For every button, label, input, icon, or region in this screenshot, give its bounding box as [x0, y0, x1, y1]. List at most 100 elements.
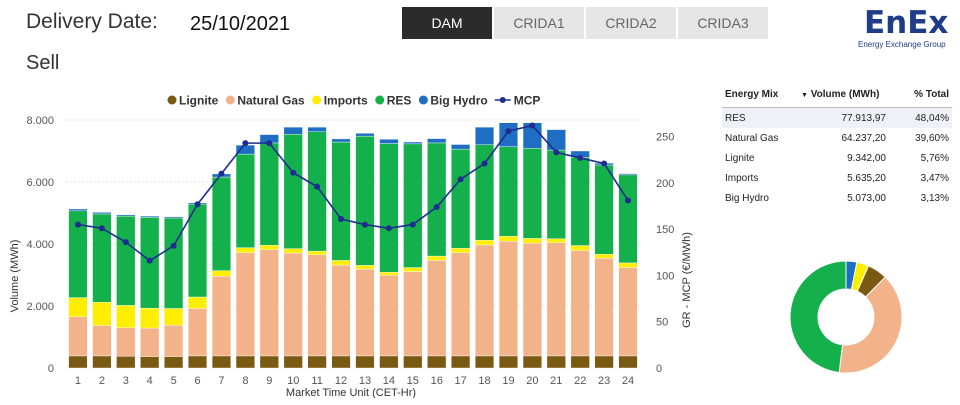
- bar-segment-imports[interactable]: [68, 297, 88, 318]
- mcp-point[interactable]: [194, 201, 201, 208]
- bar-segment-lignite[interactable]: [116, 356, 136, 369]
- mcp-point[interactable]: [385, 225, 392, 232]
- mcp-point[interactable]: [481, 160, 488, 167]
- bar-segment-big-hydro[interactable]: [116, 214, 136, 217]
- bar-segment-imports[interactable]: [618, 262, 638, 268]
- mcp-point[interactable]: [505, 128, 512, 135]
- table-row[interactable]: Natural Gas 64.237,20 39,60%: [722, 128, 952, 148]
- bar-segment-lignite[interactable]: [379, 355, 399, 369]
- bar-segment-imports[interactable]: [164, 308, 184, 326]
- bar-segment-lignite[interactable]: [68, 355, 88, 369]
- mcp-point[interactable]: [577, 154, 584, 161]
- bar-segment-imports[interactable]: [379, 272, 399, 276]
- bar-segment-natural-gas[interactable]: [92, 325, 112, 357]
- bar-segment-lignite[interactable]: [235, 355, 255, 369]
- mcp-point[interactable]: [457, 176, 464, 183]
- tab-crida2[interactable]: CRIDA2: [586, 7, 676, 39]
- mcp-point[interactable]: [146, 257, 153, 264]
- bar-segment-natural-gas[interactable]: [498, 241, 518, 357]
- bar-segment-natural-gas[interactable]: [570, 250, 590, 357]
- table-row[interactable]: Big Hydro 5.073,00 3,13%: [722, 188, 952, 208]
- bar-segment-imports[interactable]: [116, 305, 136, 328]
- bar-segment-big-hydro[interactable]: [451, 144, 471, 150]
- bar-segment-res[interactable]: [283, 134, 303, 249]
- mcp-point[interactable]: [266, 140, 273, 147]
- bar-segment-natural-gas[interactable]: [475, 244, 495, 357]
- tab-dam[interactable]: DAM: [402, 7, 492, 39]
- tab-crida1[interactable]: CRIDA1: [494, 7, 584, 39]
- bar-segment-lignite[interactable]: [403, 355, 423, 369]
- col-pct-total[interactable]: % Total: [889, 85, 952, 108]
- bar-segment-big-hydro[interactable]: [140, 215, 160, 218]
- bar-segment-lignite[interactable]: [92, 355, 112, 369]
- bar-segment-res[interactable]: [307, 131, 327, 252]
- mcp-point[interactable]: [433, 203, 440, 210]
- col-volume[interactable]: ▼ Volume (MWh): [798, 85, 889, 108]
- bar-segment-res[interactable]: [355, 135, 375, 266]
- bar-segment-imports[interactable]: [259, 245, 279, 250]
- bar-segment-lignite[interactable]: [283, 355, 303, 369]
- bar-segment-natural-gas[interactable]: [427, 260, 447, 357]
- col-energy-mix[interactable]: Energy Mix: [722, 85, 798, 108]
- bar-segment-natural-gas[interactable]: [188, 308, 208, 357]
- bar-segment-lignite[interactable]: [498, 355, 518, 369]
- table-row[interactable]: Lignite 9.342,00 5,76%: [722, 148, 952, 168]
- bar-segment-natural-gas[interactable]: [259, 249, 279, 357]
- bar-segment-imports[interactable]: [92, 302, 112, 326]
- bar-segment-natural-gas[interactable]: [211, 276, 231, 357]
- bar-segment-lignite[interactable]: [259, 355, 279, 369]
- bar-segment-lignite[interactable]: [546, 355, 566, 369]
- bar-segment-imports[interactable]: [211, 270, 231, 277]
- bar-segment-big-hydro[interactable]: [307, 126, 327, 132]
- bar-segment-res[interactable]: [116, 215, 136, 306]
- bar-segment-big-hydro[interactable]: [355, 133, 375, 137]
- bar-segment-imports[interactable]: [331, 260, 351, 266]
- bar-segment-res[interactable]: [522, 148, 542, 239]
- bar-segment-res[interactable]: [546, 149, 566, 239]
- donut-slice-res[interactable]: [789, 260, 847, 374]
- mcp-point[interactable]: [290, 169, 297, 176]
- bar-segment-natural-gas[interactable]: [116, 327, 136, 357]
- bar-segment-res[interactable]: [188, 203, 208, 298]
- bar-segment-big-hydro[interactable]: [92, 212, 112, 215]
- bar-segment-lignite[interactable]: [188, 355, 208, 369]
- bar-segment-natural-gas[interactable]: [522, 242, 542, 357]
- bar-segment-lignite[interactable]: [475, 355, 495, 369]
- table-row[interactable]: Imports 5.635,20 3,47%: [722, 168, 952, 188]
- bar-segment-big-hydro[interactable]: [618, 173, 638, 176]
- bar-segment-res[interactable]: [379, 143, 399, 273]
- mcp-point[interactable]: [122, 239, 129, 246]
- bar-segment-res[interactable]: [403, 143, 423, 268]
- bar-segment-res[interactable]: [498, 146, 518, 237]
- bar-segment-natural-gas[interactable]: [403, 271, 423, 357]
- bar-segment-imports[interactable]: [140, 307, 160, 329]
- mcp-point[interactable]: [242, 140, 249, 147]
- bar-segment-lignite[interactable]: [594, 355, 614, 369]
- bar-segment-lignite[interactable]: [427, 355, 447, 369]
- bar-segment-big-hydro[interactable]: [427, 138, 447, 144]
- bar-segment-res[interactable]: [618, 174, 638, 264]
- bar-segment-big-hydro[interactable]: [498, 122, 518, 147]
- bar-segment-big-hydro[interactable]: [283, 126, 303, 135]
- bar-segment-lignite[interactable]: [522, 355, 542, 369]
- bar-segment-res[interactable]: [451, 148, 471, 249]
- bar-segment-lignite[interactable]: [164, 356, 184, 369]
- bar-segment-res[interactable]: [211, 176, 231, 271]
- mcp-point[interactable]: [529, 122, 536, 129]
- mcp-point[interactable]: [409, 221, 416, 228]
- bar-segment-imports[interactable]: [498, 236, 518, 242]
- mcp-point[interactable]: [74, 221, 81, 228]
- bar-segment-lignite[interactable]: [451, 355, 471, 369]
- mcp-point[interactable]: [314, 183, 321, 190]
- bar-segment-imports[interactable]: [307, 250, 327, 256]
- bar-segment-imports[interactable]: [427, 255, 447, 261]
- bar-segment-natural-gas[interactable]: [594, 258, 614, 357]
- bar-segment-lignite[interactable]: [355, 355, 375, 369]
- bar-segment-lignite[interactable]: [618, 355, 638, 369]
- bar-segment-big-hydro[interactable]: [403, 141, 423, 145]
- mcp-point[interactable]: [361, 221, 368, 228]
- bar-segment-res[interactable]: [235, 153, 255, 248]
- bar-segment-imports[interactable]: [235, 247, 255, 253]
- bar-segment-lignite[interactable]: [140, 356, 160, 369]
- bar-segment-natural-gas[interactable]: [164, 325, 184, 357]
